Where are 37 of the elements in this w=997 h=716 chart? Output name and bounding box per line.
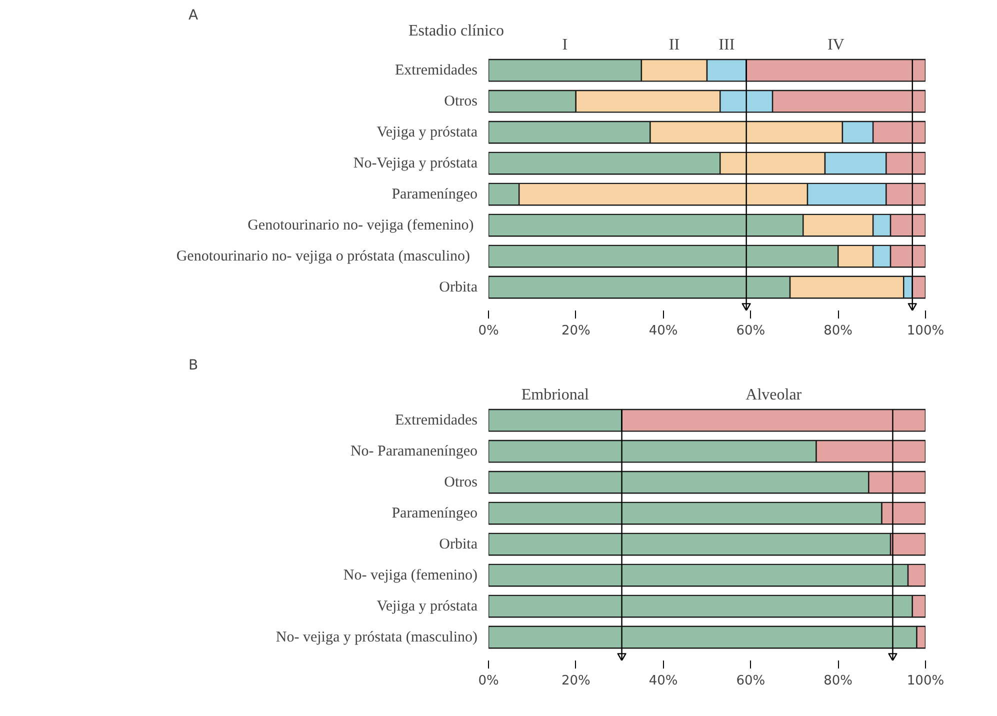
y-tick-label: Genotourinario no- vejiga o próstata (masculino) <box>176 248 470 264</box>
series-label: I <box>562 36 568 54</box>
x-tick-label: 60% <box>736 324 766 338</box>
series-label: IV <box>827 36 845 54</box>
y-tick-label: Otros <box>444 93 478 110</box>
y-tick-label: No-Vejiga y próstata <box>353 155 478 172</box>
series-label: II <box>668 36 680 54</box>
y-tick-label: Orbita <box>439 279 478 296</box>
y-tick-label: Genotourinario no- vejiga (femenino) <box>248 217 474 234</box>
x-tick-label: 100% <box>906 674 944 688</box>
y-tick-label: Parameníngeo <box>392 186 478 202</box>
series-label: Embrional <box>521 386 590 404</box>
y-tick-label: No- vejiga (femenino) <box>343 567 478 584</box>
y-tick-label: Vejiga y próstata <box>376 598 478 614</box>
y-tick-label: No- Paramaneníngeo <box>350 443 478 460</box>
x-tick-label: 0% <box>478 324 499 338</box>
x-tick-label: 80% <box>824 324 853 338</box>
x-tick-label: 40% <box>648 674 678 688</box>
legend-title: Estadio clínico <box>408 22 504 40</box>
text: B <box>188 358 198 374</box>
x-tick-label: 60% <box>736 674 766 688</box>
x-tick-label: 20% <box>561 324 590 338</box>
y-tick-label: Otros <box>444 474 478 490</box>
x-tick-label: 100% <box>906 324 944 338</box>
x-tick-label: 40% <box>648 324 678 338</box>
series-label: III <box>718 36 735 54</box>
y-tick-label: Orbita <box>439 536 478 552</box>
text: A <box>188 8 198 24</box>
y-tick-label: Extremidades <box>395 62 478 78</box>
y-tick-label: Extremidades <box>395 412 478 428</box>
x-tick-label: 0% <box>478 674 499 688</box>
y-tick-label: Vejiga y próstata <box>376 124 478 140</box>
x-tick-label: 80% <box>824 674 853 688</box>
series-label: Alveolar <box>746 386 802 404</box>
y-tick-label: No- vejiga y próstata (masculino) <box>276 629 478 646</box>
y-tick-label: Parameníngeo <box>392 505 478 522</box>
x-tick-label: 20% <box>561 674 590 688</box>
